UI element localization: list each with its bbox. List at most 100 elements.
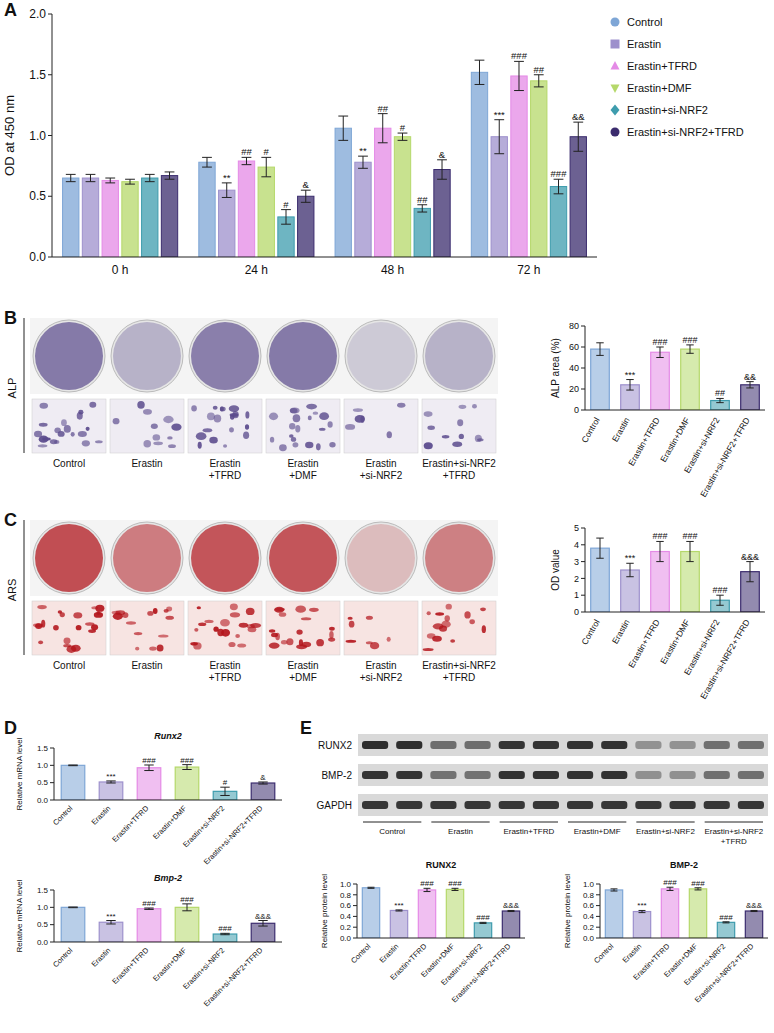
x-axis — [585, 410, 765, 411]
y-tick-label: 0.0 — [37, 938, 49, 947]
blot-band — [396, 801, 422, 809]
legend-marker — [611, 40, 620, 49]
y-tick-label: 0.5 — [29, 189, 46, 203]
y-tick — [581, 410, 585, 411]
micrograph — [422, 601, 496, 655]
micrograph — [188, 601, 262, 655]
cell-stain — [165, 616, 174, 620]
marks — [362, 887, 519, 938]
bar-chart: Control***Erastin###Erastin+TFRD###Erast… — [15, 873, 282, 1008]
lane-label: Erastin+DMF — [574, 827, 621, 836]
error-bar — [358, 156, 368, 168]
cell-stain — [427, 611, 431, 615]
cell-stain — [135, 647, 139, 651]
y-tick-label: 1.0 — [29, 129, 46, 143]
y-tick — [581, 612, 585, 613]
cell-stain — [349, 621, 355, 628]
cell-stain — [61, 419, 67, 426]
bar — [434, 170, 450, 257]
bar — [102, 180, 118, 257]
cell-stain — [38, 444, 48, 447]
y-tick-label: 2.0 — [29, 7, 46, 21]
category-label: Erastin+si-NRF2+TFRD — [450, 941, 513, 1004]
y-axis — [357, 884, 358, 938]
bar — [491, 137, 507, 257]
cell-stain — [309, 608, 319, 612]
error-bar — [242, 157, 252, 164]
micrograph — [110, 601, 184, 655]
category-label: Erastin+si-NRF2+TFRD — [202, 803, 265, 866]
error-bar — [475, 60, 485, 84]
cell-stain — [290, 407, 300, 413]
significance: ### — [691, 879, 705, 888]
group-label: Control — [53, 458, 85, 469]
well-stain — [35, 322, 103, 390]
cell-stain — [157, 644, 164, 651]
significance: &&& — [746, 901, 763, 910]
cell-stain — [477, 438, 483, 441]
cell-stain — [270, 437, 274, 443]
y-tick — [50, 782, 54, 783]
y-tick-label: 0.6 — [340, 901, 352, 910]
cell-stain — [245, 411, 249, 418]
error-bar — [751, 910, 758, 911]
significance: ### — [142, 756, 156, 765]
significance: ### — [663, 878, 677, 887]
cell-stain — [122, 612, 128, 618]
well-background — [108, 520, 186, 596]
bar — [474, 923, 491, 938]
y-tick-label: 5 — [574, 523, 579, 533]
y-tick-label: 0.5 — [37, 920, 49, 929]
blot-row-label: BMP-2 — [321, 770, 352, 781]
error-bar — [573, 122, 583, 151]
y-tick-label: 0.0 — [37, 796, 49, 805]
blot-band — [670, 801, 696, 809]
error-bar — [686, 345, 693, 353]
legend-marker — [611, 105, 620, 116]
error-bar — [261, 157, 271, 176]
bar — [137, 768, 161, 800]
significance: ## — [417, 194, 428, 205]
cell-stain — [71, 432, 75, 437]
category-label: 48 h — [381, 263, 404, 277]
text-line: Erastin+si-NRF2 — [422, 660, 496, 671]
cell-stain — [88, 629, 96, 633]
cell-stain — [113, 613, 123, 620]
legend-marker — [611, 18, 620, 27]
significance: ** — [223, 172, 231, 183]
y-tick-label: 0.4 — [340, 912, 352, 921]
error-bar — [398, 133, 408, 140]
blot-band — [465, 741, 491, 749]
row-label: ALP — [6, 378, 18, 399]
bar — [511, 76, 527, 257]
significance: & — [260, 773, 266, 782]
cell-stain — [217, 629, 224, 636]
cell-stain — [235, 634, 240, 638]
cell-stain — [469, 619, 475, 624]
lane-group-line — [431, 822, 489, 823]
blot-band — [533, 771, 559, 779]
y-tick-label: 0.0 — [583, 934, 595, 943]
text-line: Erastin — [365, 660, 396, 671]
error-bar — [86, 174, 96, 181]
bar — [605, 890, 622, 938]
y-tick-label: 0 — [574, 405, 579, 415]
y-tick-label: 0.5 — [37, 778, 49, 787]
error-bar — [68, 764, 77, 766]
legend: ControlErastinErastin+TFRDErastin+DMFEra… — [611, 16, 744, 138]
bar — [661, 889, 678, 938]
cell-stain — [353, 408, 363, 412]
category-label: Control — [579, 416, 601, 445]
cell-stain — [42, 437, 51, 440]
cell-stain — [38, 641, 43, 645]
error-bar — [220, 787, 229, 795]
error-bar — [480, 922, 487, 923]
well — [267, 522, 339, 594]
cell-stain — [213, 406, 218, 410]
blot-band — [704, 741, 730, 749]
micrograph — [32, 399, 106, 453]
error-bar — [656, 347, 663, 358]
y-tick-label: 1.0 — [583, 880, 595, 889]
y-tick-label: 1 — [574, 590, 579, 600]
bar — [570, 137, 586, 257]
